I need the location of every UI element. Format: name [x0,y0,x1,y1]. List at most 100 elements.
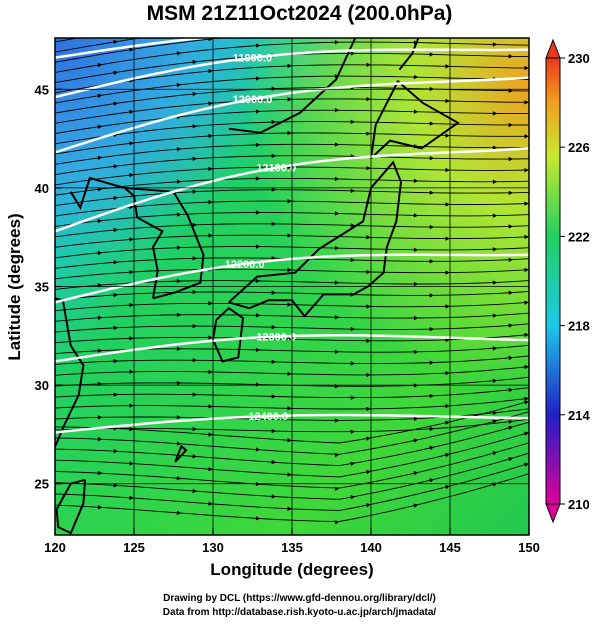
y-tick-label: 35 [35,280,49,295]
streamline-arrowhead [255,278,261,284]
streamline-arrowhead [524,31,529,35]
streamline-arrowhead [113,101,119,106]
streamline-arrowhead [208,101,213,106]
streamline-arrowhead [350,461,356,466]
streamline-arrowhead [129,141,134,146]
streamline-arrowhead [129,237,134,242]
streamline-arrowhead [208,68,213,74]
streamline-arrowhead [524,167,529,173]
streamline-arrowhead [413,349,419,355]
streamline-arrowhead [129,172,134,178]
streamline-arrowhead [366,131,371,136]
streamline-arrowhead [287,302,292,307]
streamline-arrowhead [508,323,514,328]
streamline-arrowhead [366,200,371,205]
streamline-arrowhead [176,510,182,515]
streamline-arrowhead [334,245,340,251]
streamline-arrowhead [429,426,435,432]
streamline-arrowhead [366,372,371,378]
streamline-arrowhead [445,485,450,490]
streamline-arrowhead [97,348,103,353]
streamline-arrowhead [335,6,340,10]
streamline-arrowhead [366,469,371,475]
streamline-arrowhead [271,394,277,399]
streamline-arrowhead [255,76,261,81]
streamline-arrowhead [129,427,134,432]
streamline-arrowhead [334,73,340,79]
x-tick-label: 120 [44,540,66,555]
streamline-arrowhead [524,400,529,405]
contour-label: 12300.0 [256,332,296,344]
streamline-arrowhead [176,312,182,318]
streamline-arrowhead [445,167,450,173]
streamline-arrowhead [113,39,119,45]
streamline-arrowhead [445,133,450,138]
streamline-arrowhead [287,371,292,376]
streamline-arrowhead [192,156,198,162]
streamline-arrowhead [271,494,277,499]
streamline-arrowhead [334,452,340,458]
streamline-arrowhead [413,213,419,218]
streamline-arrowhead [429,360,435,365]
streamline-arrowhead [508,190,514,196]
streamline-arrowhead [445,420,450,425]
streamline-arrowhead [524,300,529,305]
colorbar-tick-label: 218 [568,319,590,334]
streamline-arrowhead [508,419,514,424]
streamline-arrowhead [208,133,213,139]
streamline-arrowhead [176,346,182,351]
streamline-arrowhead [129,369,134,375]
streamline-arrowhead [97,315,103,320]
streamline-arrowhead [176,245,182,250]
streamline-arrowhead [429,327,435,332]
streamline-arrowhead [334,40,340,45]
streamline-arrowhead [208,233,213,238]
streamline-arrowhead [129,336,134,341]
streamline-arrowhead [287,406,292,411]
streamline-arrowhead [366,269,371,275]
streamline-arrowhead [508,290,514,295]
streamline-arrowhead [255,382,261,387]
colorbar-lower-extension [545,503,561,524]
streamline-arrowhead [176,441,182,446]
streamline-arrowhead [413,471,419,476]
streamline-arrowhead [192,392,198,397]
streamline-arrowhead [445,304,450,309]
streamline-arrowhead [208,301,213,306]
coastline [370,79,460,160]
y-tick-label: 40 [35,181,49,196]
colorbar-tick-label: 214 [568,408,590,423]
streamline-arrowhead [350,223,356,228]
streamline-arrowhead [492,179,498,184]
streamline-arrowhead [351,17,356,21]
streamline-arrowhead [113,70,119,75]
streamline-arrowhead [255,109,261,114]
streamline-arrowhead [129,109,134,115]
colorbar-scale [545,57,561,505]
streamline-arrowhead [524,332,529,338]
streamline-arrowhead [350,326,356,332]
y-axis-ticks: 25 30 35 40 45 [35,82,62,492]
streamline-arrowhead [192,323,198,329]
streamline-arrowhead [508,457,514,462]
streamline-arrowhead [492,378,498,383]
streamline-arrowhead [113,195,119,201]
streamline-arrowhead [176,476,182,481]
streamline-arrowhead [524,134,529,139]
streamline-arrowhead [366,235,371,240]
streamline-arrowhead [271,153,277,158]
streamline-arrowhead [97,250,103,256]
streamline-arrowhead [350,188,356,193]
credit-data: Data from http://database.rish.kyoto-u.a… [162,607,437,618]
streamline-arrowhead [429,121,435,126]
streamline-arrowhead [129,403,134,408]
streamline-arrowhead [413,503,419,508]
streamline-arrowhead [192,222,198,228]
streamline-arrowhead [445,270,450,275]
streamline-arrowhead [255,447,261,452]
streamline-arrowhead [129,495,134,500]
streamline-arrowhead [445,403,450,409]
streamline-arrowhead [366,165,371,171]
x-tick-label: 140 [360,540,382,555]
streamline-arrowhead [492,42,498,47]
